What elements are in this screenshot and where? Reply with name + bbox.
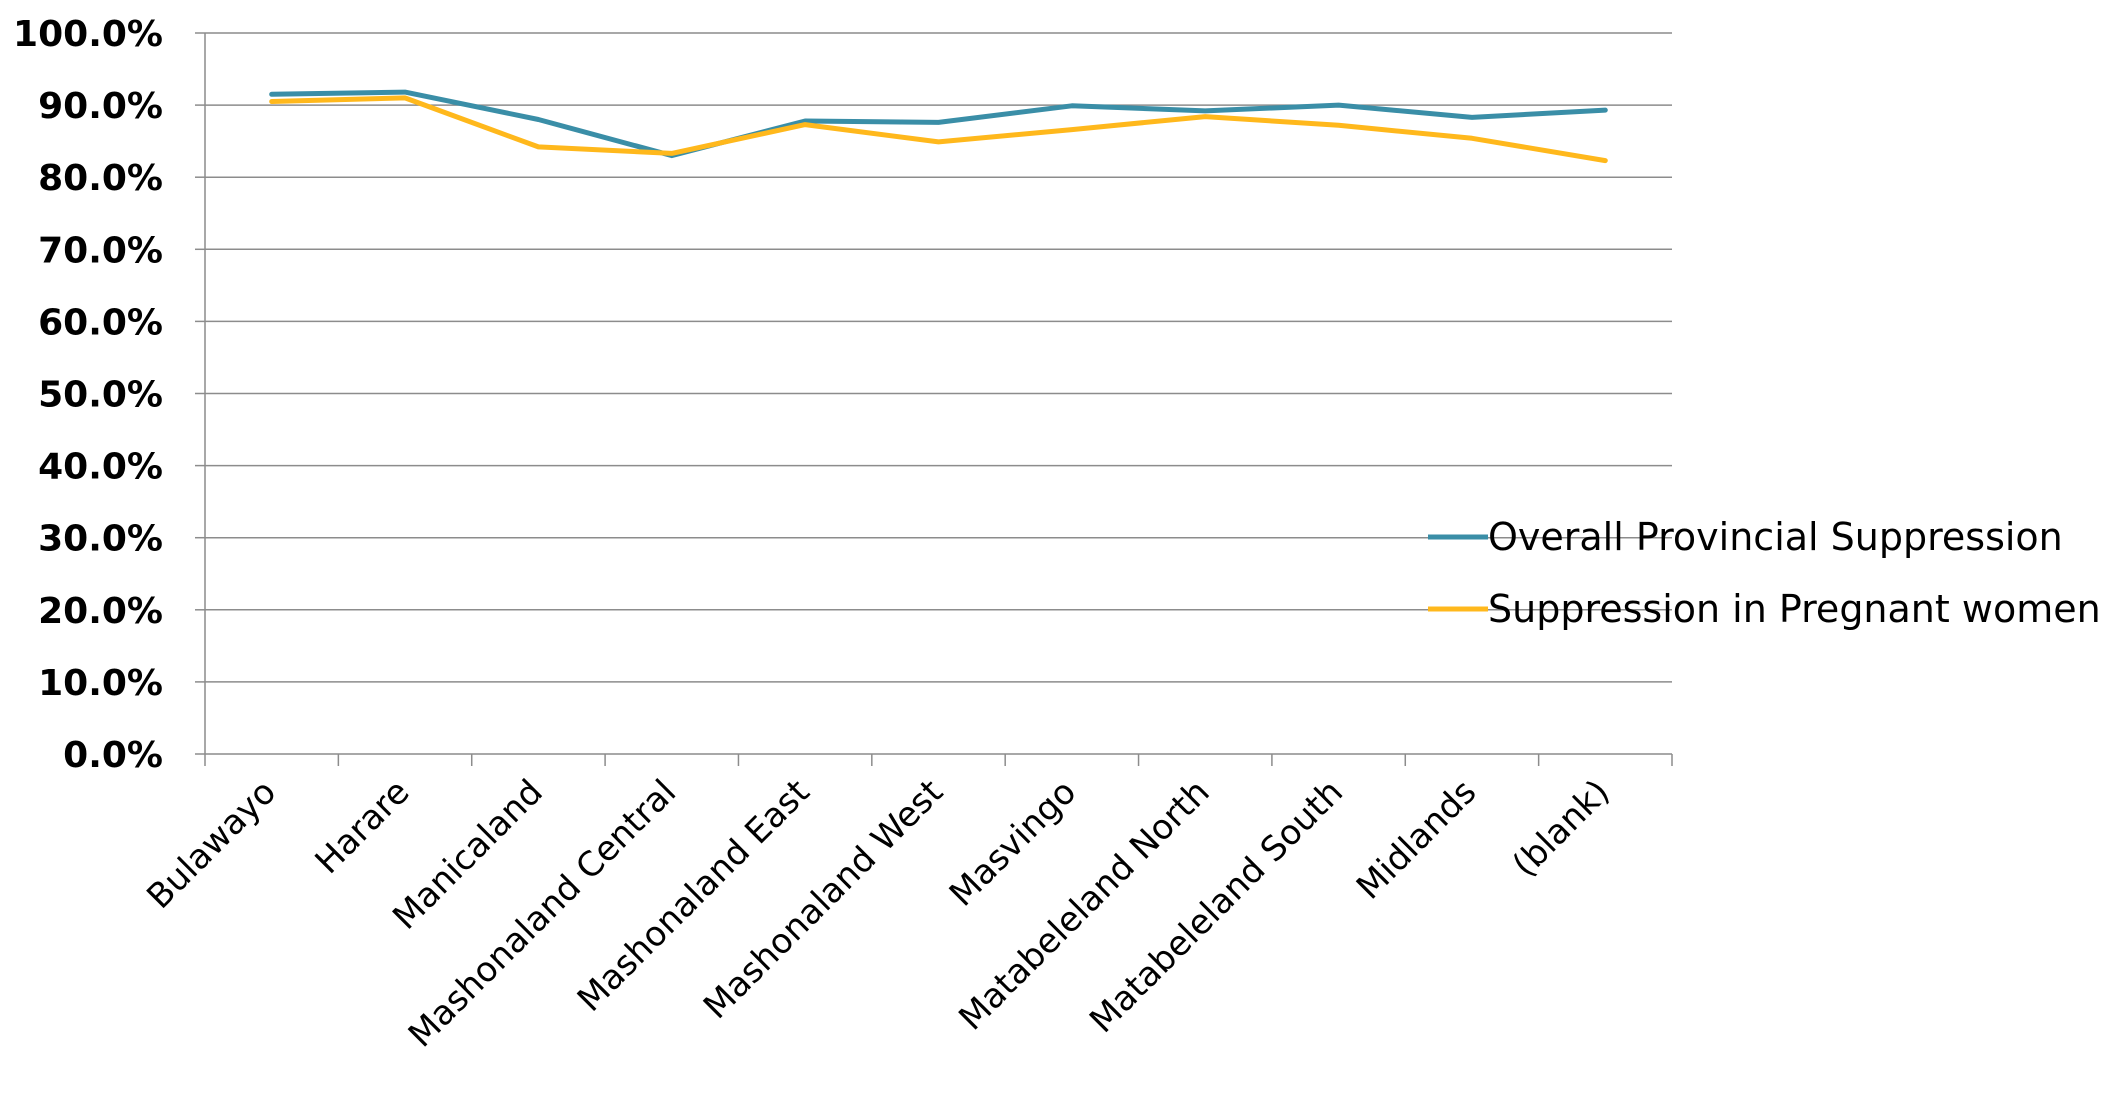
y-axis-tick-labels: 0.0% 10.0% 20.0% 30.0% 40.0% 50.0% 60.0% 70.0% 8… [13, 14, 163, 776]
y-tick-label: 0.0% [63, 735, 163, 776]
legend-label: Overall Provincial Suppression [1488, 515, 2063, 559]
series-line [269, 89, 1608, 159]
x-tick-label: Masvingo [942, 772, 1084, 914]
x-tick-label: Midlands [1349, 772, 1484, 907]
legend-label: Suppression in Pregnant women [1488, 587, 2101, 631]
x-tick-label: Matabeleland South [1082, 772, 1351, 1041]
x-tick-label: (blank) [1505, 772, 1618, 885]
series-line [269, 95, 1608, 164]
x-tick-label: Matabeleland North [951, 772, 1217, 1038]
y-tick-label: 80.0% [38, 158, 163, 199]
y-tick-label: 100.0% [13, 14, 163, 55]
x-tick-label: Mashonaland East [570, 772, 818, 1020]
x-tick-label: Mashonaland Central [401, 772, 684, 1055]
axes [195, 32, 1673, 766]
y-tick-label: 20.0% [38, 591, 163, 632]
y-tick-label: 50.0% [38, 375, 163, 416]
x-tick-label: Mashonaland West [696, 772, 951, 1027]
y-tick-label: 70.0% [38, 230, 163, 271]
y-tick-label: 10.0% [38, 663, 163, 704]
y-tick-label: 60.0% [38, 302, 163, 343]
gridlines [205, 32, 1672, 683]
x-tick-label: Bulawayo [139, 772, 284, 917]
y-tick-label: 40.0% [38, 447, 163, 488]
x-tick-label: Harare [308, 772, 418, 882]
y-tick-label: 90.0% [38, 86, 163, 127]
series-lines [269, 89, 1608, 164]
y-tick-label: 30.0% [38, 519, 163, 560]
legend: Overall Provincial Suppression Suppressio… [1428, 515, 2101, 631]
